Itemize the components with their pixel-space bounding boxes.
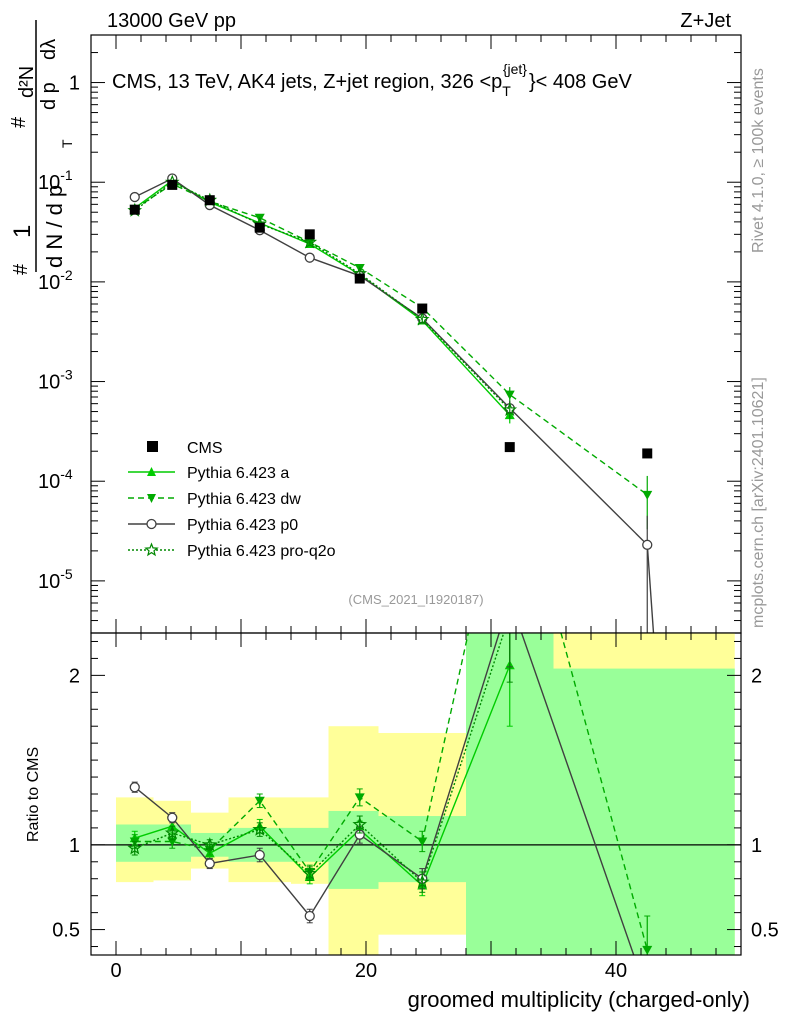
- cms-data-point: [167, 179, 178, 190]
- series-point-dw: [642, 490, 653, 500]
- chart-title: CMS, 13 TeV, AK4 jets, Z+jet region, 326…: [112, 61, 632, 99]
- ratio-point-p0: [505, 595, 514, 604]
- ratio-y-tick-label-right: 0.5: [751, 920, 779, 942]
- x-tick-label: 0: [110, 960, 121, 982]
- legend-dw-label: Pythia 6.423 dw: [187, 491, 301, 508]
- series-point-proq2o: [502, 402, 518, 417]
- legend-proq2o-marker: [144, 542, 159, 557]
- legend: CMS Pythia 6.423 a Pythia 6.423 dw Pythi…: [128, 440, 336, 560]
- ratio-point-dw: [254, 796, 265, 806]
- series-point-proq2o: [414, 311, 430, 326]
- ratio-point-proq2o: [164, 825, 180, 840]
- ratio-y-tick-label-left: 0.5: [52, 920, 80, 942]
- cms-data-point: [129, 204, 140, 215]
- ratio-y-tick-label-right: 1: [751, 835, 762, 857]
- ratio-point-dw: [642, 945, 653, 955]
- main-y-tick-label: 10-2: [38, 267, 73, 294]
- main-y-tick-label: 1: [69, 73, 80, 95]
- main-ticks: [91, 34, 741, 634]
- series-point-p0: [642, 539, 653, 550]
- ratio-point-p0: [304, 910, 315, 922]
- ratio-point-proq2o: [302, 866, 318, 880]
- ratio-point-p0: [167, 812, 178, 823]
- legend-dw-marker: [147, 494, 156, 503]
- ratio-line-proq2o: [134, 633, 505, 884]
- ratio-y-tick-label-left: 1: [69, 835, 80, 857]
- header-right: Z+Jet: [680, 10, 731, 32]
- ratio-ticks: [91, 633, 741, 955]
- legend-a-label: Pythia 6.423 a: [187, 465, 289, 482]
- main-y-tick-label: 10-1: [38, 167, 73, 194]
- legend-cms-label: CMS: [187, 440, 223, 457]
- ylabel-d2N: d²N: [16, 66, 38, 98]
- series-point-p0: [304, 252, 315, 263]
- cms-data-point: [304, 229, 315, 240]
- ylabel-sub-T: T: [59, 139, 75, 148]
- ratio-point-proq2o: [504, 608, 516, 619]
- ratio-point-proq2o: [414, 874, 430, 889]
- ratio-y-tick-label-right: 2: [751, 665, 762, 687]
- ylabel-one: 1: [9, 225, 36, 238]
- main-data-points: [129, 179, 653, 459]
- series-line-a: [134, 179, 511, 416]
- series-point-proq2o: [302, 234, 318, 249]
- ratio-point-p0: [129, 782, 140, 793]
- ratio-point-proq2o: [202, 837, 218, 852]
- main-y-tick-labels: 1 10-1 10-2 10-3 10-4 10-5: [38, 73, 80, 593]
- legend-proq2o-label: Pythia 6.423 pro-q2o: [187, 543, 336, 560]
- cms-data-point: [254, 222, 265, 233]
- main-y-axis-label: 1 # d N / d p T # d²N d p dλ: [8, 20, 75, 275]
- ratio-point-dw: [417, 837, 428, 847]
- cms-data-point: [504, 442, 515, 453]
- main-y-tick-label: 10-4: [38, 466, 73, 493]
- band-inner: [328, 810, 379, 889]
- main-y-tick-label: 10-5: [38, 566, 73, 593]
- ratio-point-dw: [354, 793, 365, 803]
- ylabel-hash: #: [10, 263, 32, 275]
- x-axis-label: groomed multiplicity (charged-only): [408, 987, 750, 1012]
- cms-data-point: [417, 303, 428, 314]
- ratio-point-p0: [254, 849, 265, 861]
- ylabel-dlambda: dλ: [38, 39, 60, 60]
- ratio-panel: 0.5 0.5 1 1 2 2 0 20 40 Ratio to CMS groomed mu…: [25, 595, 779, 1012]
- cms-data-point: [204, 195, 215, 206]
- band-inner: [553, 668, 735, 955]
- ratio-series: [127, 595, 653, 955]
- mcplots-citation-text: mcplots.cern.ch [arXiv:2401.10621]: [750, 377, 767, 628]
- series-point-p0: [129, 191, 140, 203]
- main-y-tick-label: 10-3: [38, 367, 73, 394]
- ratio-point-proq2o: [352, 816, 368, 831]
- legend-a-marker: [147, 467, 156, 476]
- legend-cms-marker: [147, 441, 158, 452]
- series-line-proq2o: [134, 181, 511, 411]
- rivet-version-text: Rivet 4.1.0, ≥ 100k events: [750, 68, 767, 253]
- x-tick-labels: 0 20 40: [110, 960, 627, 982]
- main-panel: 1 10-1 10-2 10-3 10-4 10-5 CMS, 13 TeV, AK4 j…: [38, 34, 742, 634]
- ratio-y-axis-label: Ratio to CMS: [25, 747, 42, 842]
- series-point-dw: [504, 390, 515, 400]
- cms-data-point: [354, 273, 365, 284]
- ylabel-hash-2: #: [8, 116, 30, 128]
- ylabel-dN: d N / d p: [42, 185, 67, 268]
- ratio-y-tick-labels: 0.5 0.5 1 1 2 2: [52, 665, 779, 941]
- series-line-p0: [134, 177, 655, 634]
- ratio-uncertainty-bands: [116, 633, 735, 955]
- ratio-frame: [90, 632, 742, 956]
- analysis-watermark: (CMS_2021_I1920187): [348, 592, 483, 607]
- ratio-point-proq2o: [252, 821, 268, 836]
- legend-p0-marker: [146, 518, 157, 530]
- legend-p0-label: Pythia 6.423 p0: [187, 517, 298, 534]
- main-series: [127, 173, 655, 634]
- x-tick-label: 20: [355, 960, 377, 982]
- ylabel-dpT: d p: [38, 82, 60, 110]
- ratio-y-tick-label-left: 2: [69, 665, 80, 687]
- x-tick-label: 40: [605, 960, 627, 982]
- cms-data-point: [642, 448, 653, 459]
- header-left: 13000 GeV pp: [107, 10, 236, 32]
- ratio-point-p0: [204, 858, 215, 869]
- ratio-point-proq2o: [127, 840, 143, 855]
